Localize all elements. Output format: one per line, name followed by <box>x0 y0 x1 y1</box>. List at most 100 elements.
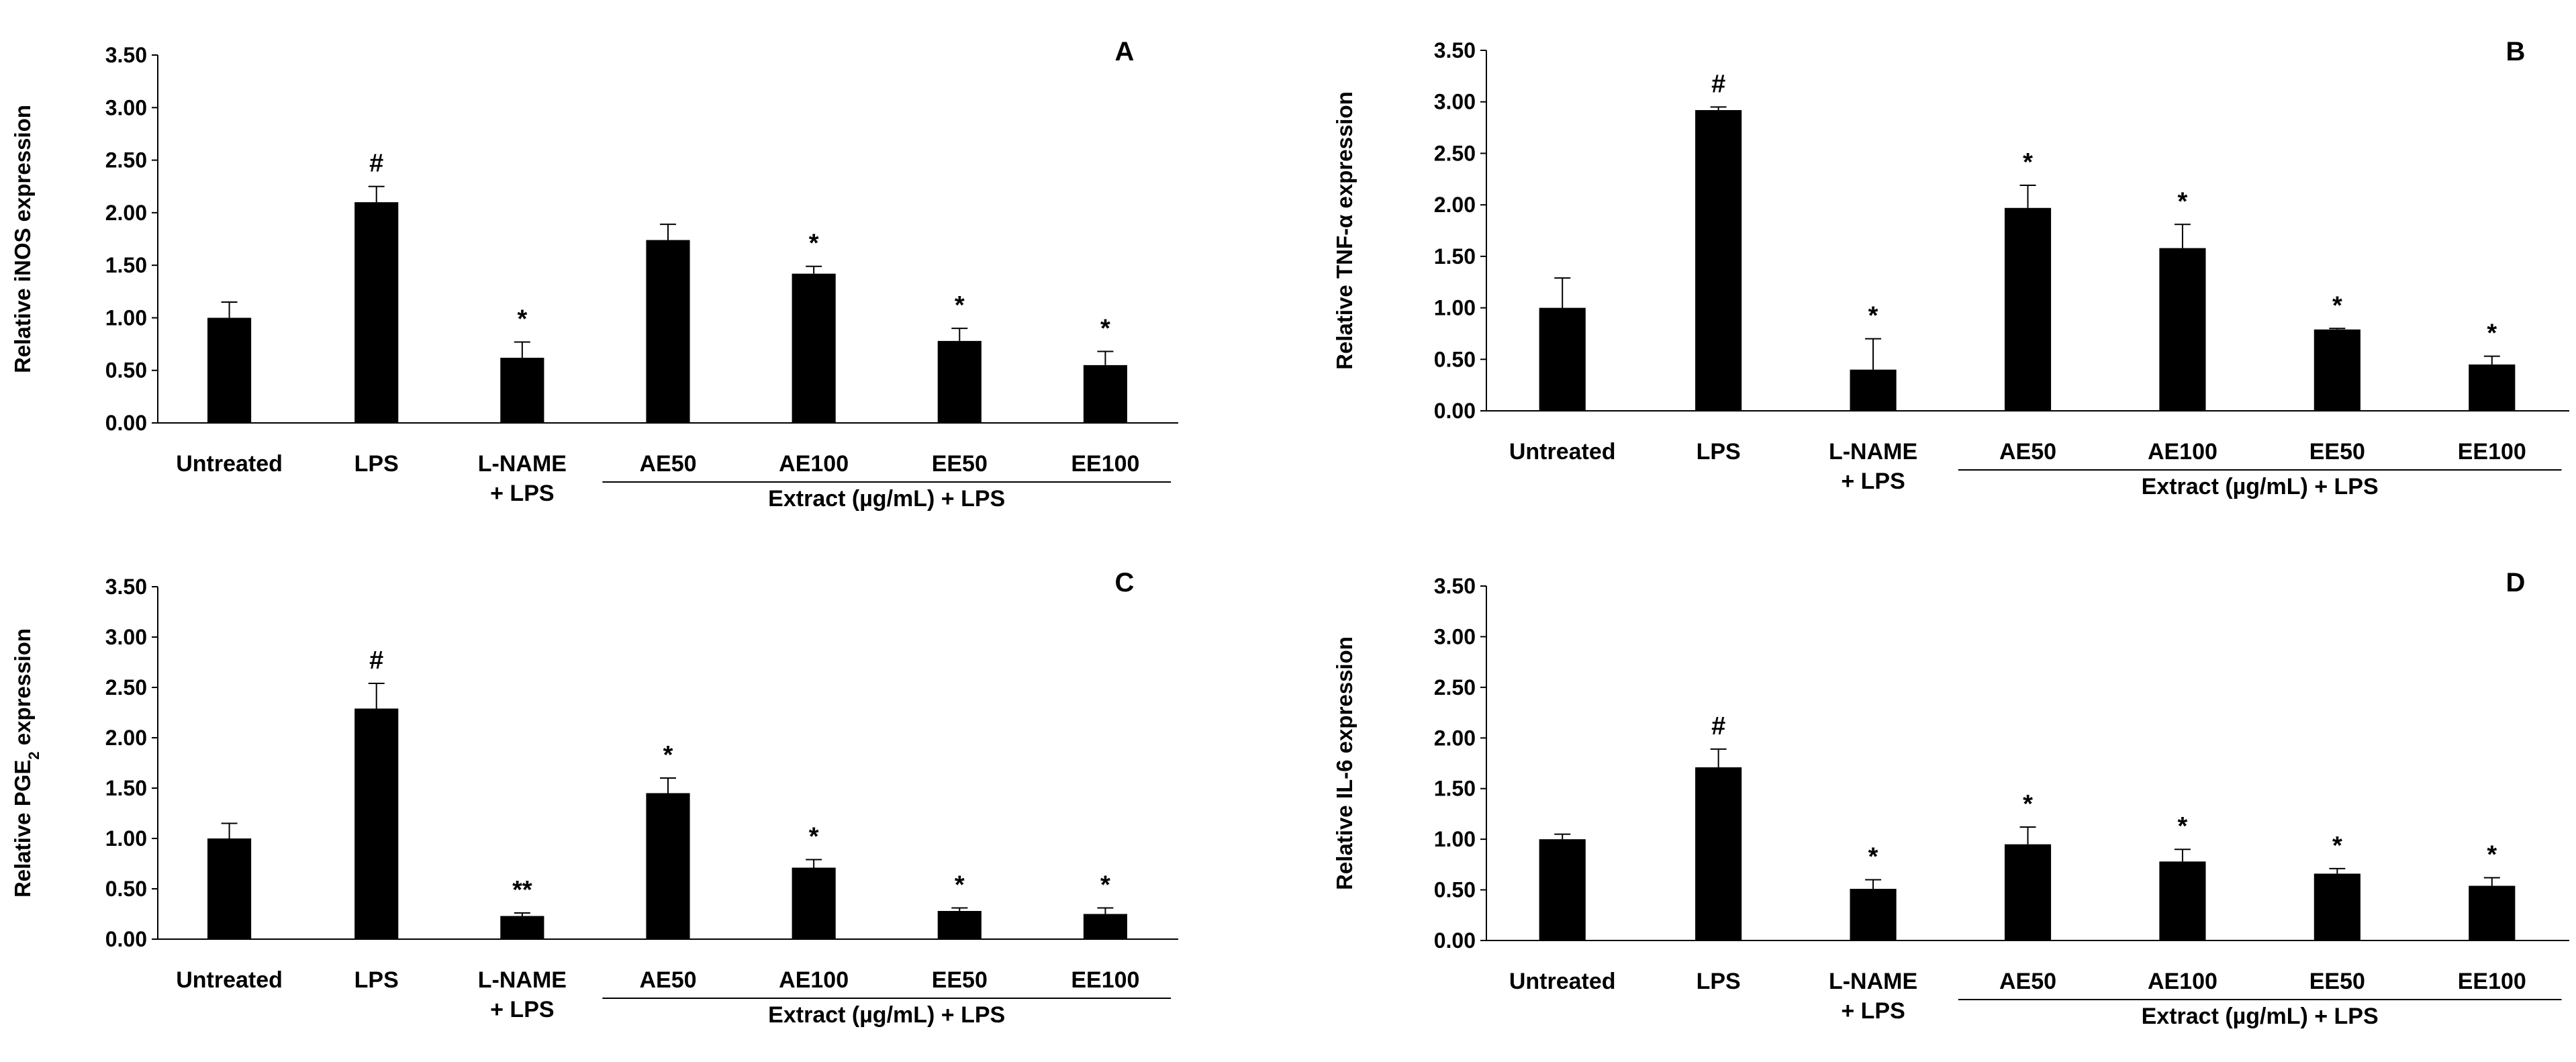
bar <box>1539 307 1586 411</box>
significance-marker: * <box>1868 302 1878 330</box>
significance-marker: # <box>1711 712 1725 740</box>
bar <box>2313 873 2360 940</box>
y-tick-label: 2.50 <box>105 148 147 173</box>
y-axis-title: Relative IL-6 expression <box>1332 636 1357 890</box>
y-tick-label: 0.50 <box>1434 347 1476 371</box>
bar <box>1850 889 1897 940</box>
y-tick-label: 3.00 <box>1434 624 1476 648</box>
y-tick-label: 3.00 <box>105 625 147 649</box>
TNF-alpha-chart: 0.00 0.50 1.00 1.50 2.00 2.50 3.00 3.50 Relative… <box>1332 37 2569 499</box>
panel-letter: A <box>1115 37 1135 66</box>
bar <box>646 793 690 939</box>
group-label: Extract (µg/mL) + LPS <box>2142 474 2379 499</box>
x-tick-label: EE100 <box>2458 439 2526 465</box>
x-tick-label: AE100 <box>2148 439 2217 465</box>
bar <box>354 202 399 423</box>
bar <box>1850 369 1897 411</box>
bar <box>500 357 544 423</box>
bar <box>1539 839 1586 940</box>
y-tick-label: 0.50 <box>1434 878 1476 902</box>
y-tick-label: 0.00 <box>105 927 147 951</box>
significance-marker: * <box>2487 320 2497 348</box>
group-label: Extract (µg/mL) + LPS <box>768 486 1005 512</box>
group-label: Extract (µg/mL) + LPS <box>768 1002 1005 1028</box>
significance-marker: * <box>517 305 527 333</box>
x-tick-label: AE100 <box>2148 969 2217 994</box>
bar <box>1695 109 1742 411</box>
significance-marker: * <box>2332 291 2342 320</box>
significance-marker: * <box>2023 790 2033 818</box>
y-tick-label: 3.50 <box>1434 574 1476 598</box>
bar <box>2004 844 2052 940</box>
significance-marker: * <box>2178 812 2188 840</box>
bar <box>1695 767 1742 940</box>
y-tick-label: 0.50 <box>105 358 147 383</box>
PGE2-chart: 0.00 0.50 1.00 1.50 2.00 2.50 3.00 3.50 Relative… <box>10 568 1178 1028</box>
significance-marker: * <box>809 230 819 258</box>
bar <box>792 273 836 423</box>
x-tick-label: L-NAME <box>478 451 567 477</box>
y-axis-title: Relative iNOS expression <box>10 105 35 373</box>
y-tick-label: 2.00 <box>1434 193 1476 217</box>
chart-panel-b: 0.00 0.50 1.00 1.50 2.00 2.50 3.00 3.50 Relative… <box>1288 0 2576 531</box>
x-tick-label: AE50 <box>1999 439 2056 465</box>
chart-panel-d: 0.00 0.50 1.00 1.50 2.00 2.50 3.00 3.50 Relative… <box>1288 531 2576 1062</box>
y-tick-label: 3.50 <box>105 43 147 67</box>
significance-marker: ** <box>512 876 532 904</box>
x-tick-label: EE50 <box>2309 439 2365 465</box>
significance-marker: * <box>2178 187 2188 215</box>
y-tick-label: 2.50 <box>1434 675 1476 699</box>
y-tick-label: 3.00 <box>105 95 147 119</box>
bar <box>2159 861 2206 940</box>
bar <box>1083 365 1127 423</box>
y-tick-label: 2.50 <box>105 675 147 699</box>
y-tick-label: 1.50 <box>105 253 147 277</box>
y-tick-label: 1.00 <box>1434 827 1476 851</box>
x-tick-label: AE100 <box>779 451 849 477</box>
bar <box>207 838 252 939</box>
significance-marker: * <box>2023 148 2033 177</box>
bar <box>2159 248 2206 411</box>
y-tick-label: 2.00 <box>105 726 147 750</box>
significance-marker: * <box>1100 315 1110 343</box>
y-tick-label: 0.50 <box>105 877 147 901</box>
panel-letter: B <box>2506 37 2526 66</box>
bar <box>2004 207 2052 411</box>
significance-marker: * <box>2332 832 2342 860</box>
y-tick-label: 1.00 <box>1434 296 1476 320</box>
significance-marker: # <box>1711 70 1725 98</box>
y-tick-label: 1.00 <box>105 305 147 330</box>
x-tick-label: + LPS <box>1841 998 1905 1024</box>
y-tick-label: 1.00 <box>105 826 147 851</box>
y-tick-label: 3.00 <box>1434 90 1476 114</box>
x-tick-label: + LPS <box>490 997 554 1022</box>
bar <box>354 708 399 939</box>
chart-panel-a: 0.00 0.50 1.00 1.50 2.00 2.50 3.00 3.50 Relative… <box>0 0 1288 531</box>
x-tick-label: Untreated <box>1509 969 1616 994</box>
x-tick-label: + LPS <box>1841 469 1905 494</box>
significance-marker: * <box>955 291 965 320</box>
x-tick-label: EE100 <box>1071 967 1139 993</box>
bar <box>792 867 836 939</box>
y-tick-label: 3.50 <box>1434 38 1476 62</box>
x-tick-label: EE100 <box>1071 451 1139 477</box>
significance-marker: # <box>369 646 383 675</box>
significance-marker: * <box>1868 842 1878 871</box>
x-tick-label: EE50 <box>2309 969 2365 994</box>
x-tick-label: + LPS <box>490 481 554 506</box>
significance-marker: * <box>663 741 673 769</box>
group-label: Extract (µg/mL) + LPS <box>2142 1004 2379 1029</box>
x-tick-label: EE100 <box>2458 969 2526 994</box>
x-tick-label: L-NAME <box>1829 439 1917 465</box>
x-tick-label: EE50 <box>932 451 988 477</box>
x-tick-label: EE50 <box>932 967 988 993</box>
x-tick-label: L-NAME <box>478 967 567 993</box>
significance-marker: * <box>1100 871 1110 900</box>
iNOS-chart: 0.00 0.50 1.00 1.50 2.00 2.50 3.00 3.50 Relative… <box>10 37 1178 512</box>
x-tick-label: L-NAME <box>1829 969 1917 994</box>
chart-panel-c: 0.00 0.50 1.00 1.50 2.00 2.50 3.00 3.50 Relative… <box>0 531 1288 1062</box>
y-tick-label: 1.50 <box>105 776 147 800</box>
significance-marker: * <box>955 871 965 900</box>
bar <box>207 318 252 423</box>
x-tick-label: LPS <box>354 451 399 477</box>
